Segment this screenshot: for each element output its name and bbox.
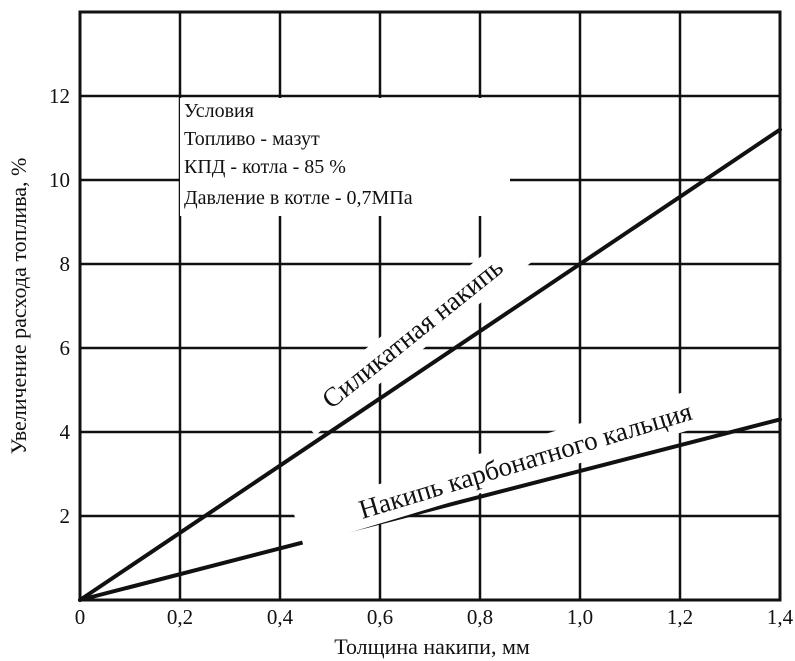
plot-frame xyxy=(78,10,782,602)
series-label-carbonate-backdrop xyxy=(292,371,764,547)
x-tick-label: 1,0 xyxy=(567,605,593,629)
y-tick-label: 6 xyxy=(60,336,71,360)
series-group xyxy=(78,127,782,602)
series-line-0 xyxy=(78,127,782,602)
conditions-pressure: Давление в котле - 0,7МПа xyxy=(184,187,413,209)
conditions-note-backdrop xyxy=(180,98,510,216)
x-tick-labels: 0 0,2 0,4 0,6 0,8 1,0 1,2 1,4 xyxy=(75,605,794,629)
x-tick-label: 0,2 xyxy=(167,605,193,629)
series-label-carbonate: Накипь карбонатного кальция xyxy=(355,396,695,525)
x-tick-label: 0 xyxy=(75,605,86,629)
y-tick-label: 8 xyxy=(60,252,71,276)
series-line-1 xyxy=(78,417,782,602)
conditions-note: Условия Топливо - мазут КПД - котла - 85… xyxy=(180,98,510,216)
series-label-silicate-backdrop xyxy=(292,222,546,436)
x-tick-label: 1,2 xyxy=(667,605,693,629)
conditions-title: Условия xyxy=(184,100,254,122)
conditions-fuel: Топливо - мазут xyxy=(184,128,320,150)
y-axis-label: Увеличение расхода топлива, % xyxy=(6,158,31,455)
conditions-efficiency: КПД - котла - 85 % xyxy=(184,156,346,178)
y-tick-labels: 2 4 6 8 10 12 xyxy=(49,84,71,528)
y-tick-label: 2 xyxy=(60,504,71,528)
y-tick-label: 10 xyxy=(49,168,70,192)
y-tick-label: 4 xyxy=(60,420,71,444)
x-tick-label: 0,6 xyxy=(367,605,393,629)
series-label-silicate-group: Силикатная накипь xyxy=(292,222,546,436)
y-tick-label: 12 xyxy=(49,84,70,108)
series-label-carbonate-group: Накипь карбонатного кальция xyxy=(292,371,764,547)
x-tick-label: 0,8 xyxy=(467,605,493,629)
x-tick-label: 0,4 xyxy=(267,605,294,629)
x-axis-label: Толщина накипи, мм xyxy=(334,634,530,659)
x-tick-label: 1,4 xyxy=(767,605,794,629)
